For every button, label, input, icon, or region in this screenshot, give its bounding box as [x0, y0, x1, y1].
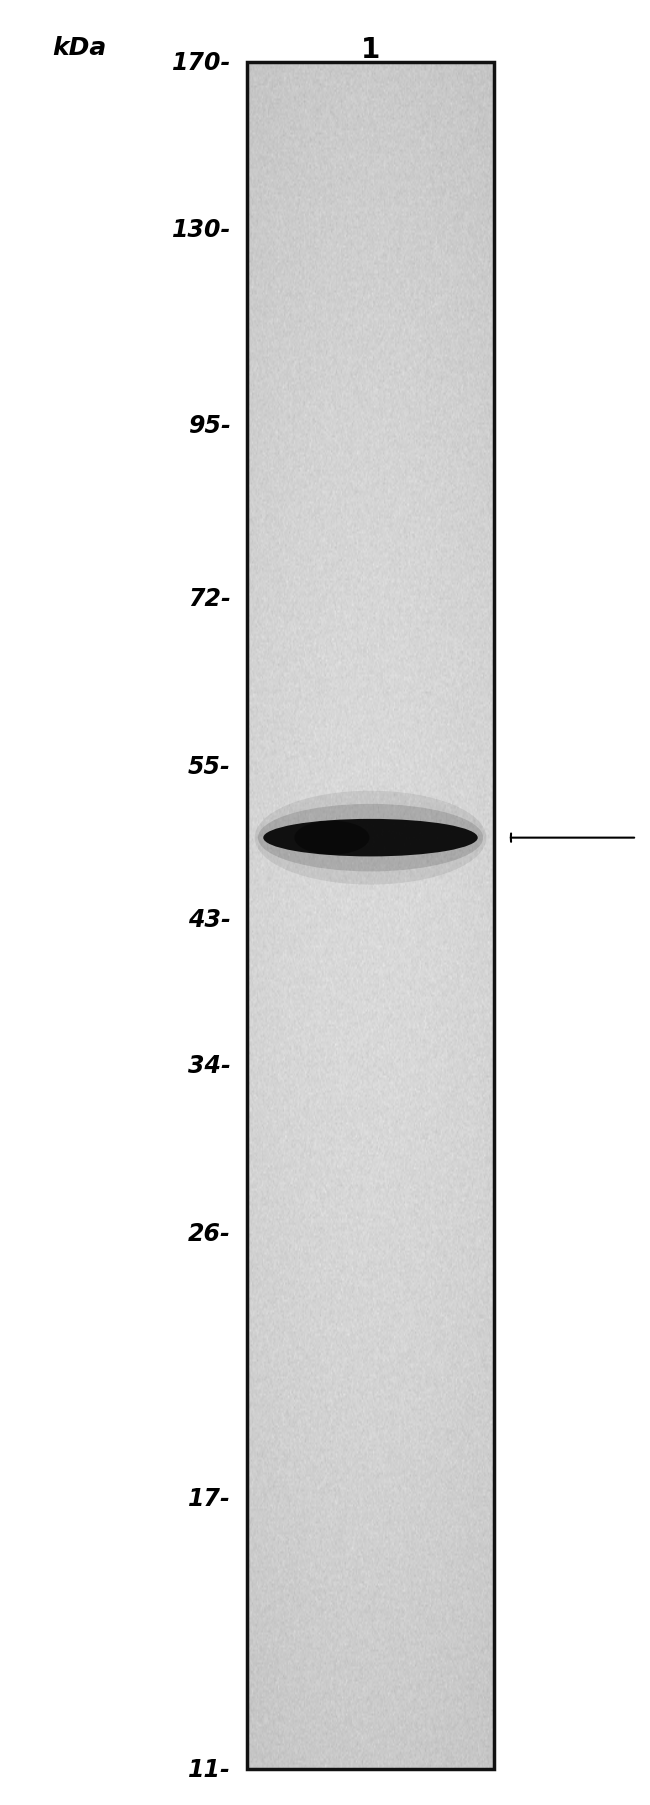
Bar — [247, 63, 494, 1769]
Text: 130-: 130- — [172, 218, 231, 242]
Ellipse shape — [258, 805, 483, 872]
Text: 55-: 55- — [188, 754, 231, 778]
Text: 170-: 170- — [172, 51, 231, 76]
Ellipse shape — [294, 821, 369, 856]
Text: 26-: 26- — [188, 1220, 231, 1245]
Text: 11-: 11- — [188, 1756, 231, 1782]
Text: 17-: 17- — [188, 1486, 231, 1509]
Text: kDa: kDa — [52, 36, 106, 60]
Ellipse shape — [255, 791, 486, 884]
Ellipse shape — [263, 819, 478, 857]
Text: 95-: 95- — [188, 413, 231, 437]
Text: 43-: 43- — [188, 908, 231, 931]
Text: 34-: 34- — [188, 1054, 231, 1078]
Text: 72-: 72- — [188, 587, 231, 610]
Text: 1: 1 — [361, 36, 380, 65]
